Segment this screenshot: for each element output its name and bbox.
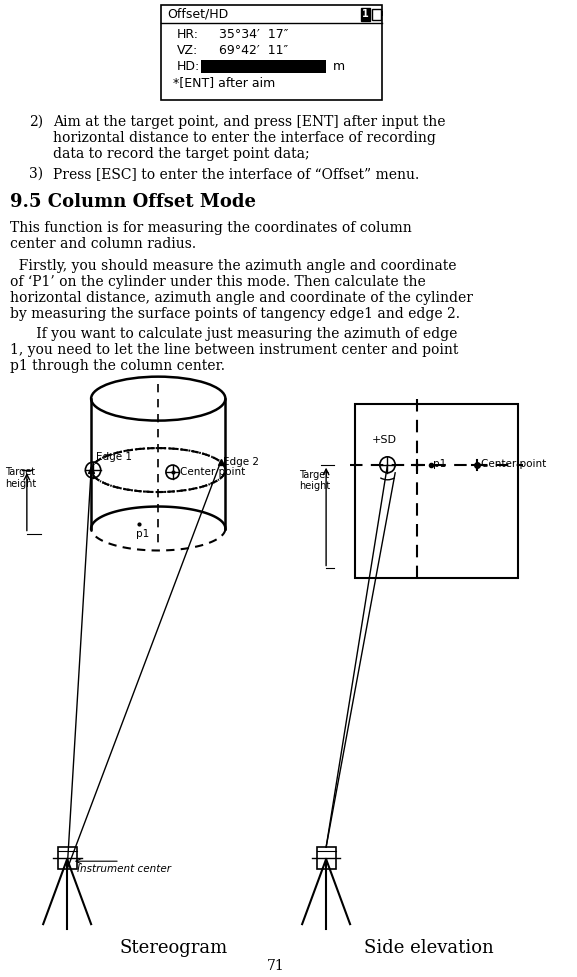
Text: 9.5 Column Offset Mode: 9.5 Column Offset Mode (10, 192, 256, 211)
Text: 2): 2) (29, 115, 43, 129)
Text: Offset/HD: Offset/HD (167, 8, 228, 21)
Text: Instrument center: Instrument center (77, 865, 171, 874)
Text: Center point: Center point (181, 467, 246, 477)
Text: 1: 1 (362, 10, 369, 20)
Text: Press [ESC] to enter the interface of “Offset” menu.: Press [ESC] to enter the interface of “O… (53, 167, 419, 181)
Text: Target
height: Target height (5, 467, 36, 488)
Text: HR:: HR: (177, 28, 198, 41)
Text: This function is for measuring the coordinates of column
center and column radiu: This function is for measuring the coord… (10, 221, 411, 251)
Bar (317, 847, 336, 870)
Text: Aim at the target point, and press [ENT] after input the
horizontal distance to : Aim at the target point, and press [ENT]… (53, 115, 445, 161)
Bar (361, 8, 370, 21)
Text: Center point: Center point (481, 459, 546, 469)
Text: Edge 1: Edge 1 (96, 452, 132, 462)
Bar (58, 847, 77, 870)
Text: Stereogram: Stereogram (120, 939, 228, 957)
Bar (372, 9, 381, 20)
Text: Side elevation: Side elevation (365, 939, 494, 957)
Text: *[ENT] after aim: *[ENT] after aim (173, 76, 275, 89)
Bar (355, 404, 518, 578)
Text: 69°42′  11″: 69°42′ 11″ (219, 44, 288, 57)
Text: 3): 3) (29, 167, 43, 181)
Bar (161, 5, 382, 100)
Text: 71: 71 (267, 959, 285, 973)
Text: m: m (329, 60, 345, 73)
Text: VZ:: VZ: (177, 44, 198, 57)
Bar (381, 11, 383, 16)
Text: p1: p1 (136, 529, 149, 538)
Text: +SD: +SD (372, 435, 397, 445)
Text: p1: p1 (433, 459, 447, 469)
Text: Edge 2: Edge 2 (223, 457, 260, 467)
Text: Firstly, you should measure the azimuth angle and coordinate
of ‘P1’ on the cyli: Firstly, you should measure the azimuth … (10, 259, 473, 321)
Text: If you want to calculate just measuring the azimuth of edge
1, you need to let t: If you want to calculate just measuring … (10, 326, 458, 373)
Text: Target
height: Target height (299, 470, 331, 491)
Text: HD:: HD: (177, 60, 200, 73)
Bar (201, 60, 326, 73)
Text: 35°34′  17″: 35°34′ 17″ (219, 28, 288, 41)
Ellipse shape (91, 377, 226, 421)
